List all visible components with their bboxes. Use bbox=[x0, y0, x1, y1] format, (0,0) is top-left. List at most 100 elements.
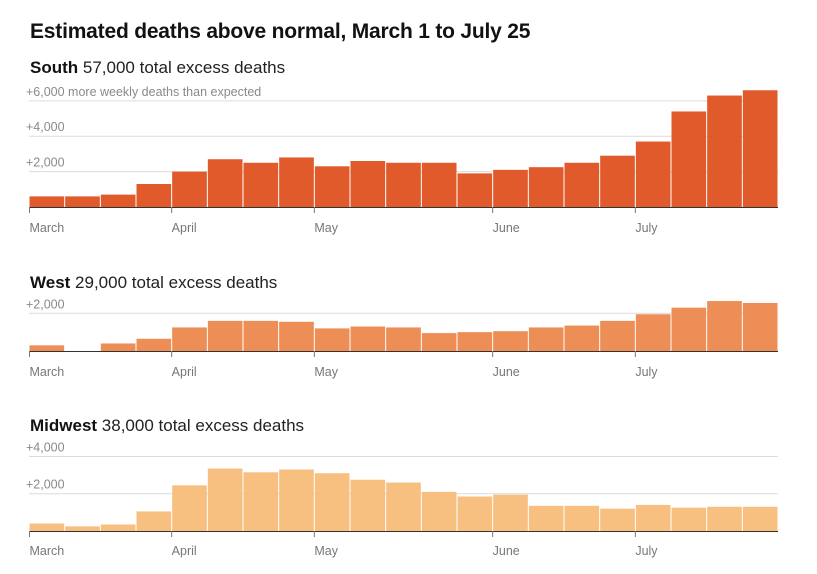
bar bbox=[528, 505, 564, 531]
bar bbox=[136, 338, 172, 351]
bar bbox=[635, 504, 671, 531]
x-tick-label: June bbox=[493, 221, 520, 235]
x-tick-label: July bbox=[635, 221, 658, 235]
bar bbox=[635, 314, 671, 351]
bar bbox=[564, 325, 600, 351]
bar bbox=[207, 320, 243, 351]
panel-name: Midwest bbox=[30, 416, 98, 435]
y-tick-label: +4,000 bbox=[26, 440, 65, 454]
bar bbox=[350, 326, 386, 351]
bar bbox=[707, 301, 742, 351]
bar bbox=[742, 506, 778, 531]
chart-west: +2,000 March April May June July bbox=[26, 297, 778, 379]
y-tick-label: +4,000 bbox=[26, 120, 65, 134]
panel-heading: West 29,000 total excess deaths bbox=[30, 273, 277, 293]
bar bbox=[386, 482, 421, 531]
bar bbox=[564, 505, 600, 531]
bar bbox=[493, 494, 528, 531]
x-tick-label: June bbox=[493, 365, 520, 379]
y-tick-label: +2,000 bbox=[26, 156, 65, 170]
x-tick-label: April bbox=[172, 365, 197, 379]
x-tick-label: March bbox=[30, 365, 65, 379]
bar bbox=[100, 343, 136, 351]
bar bbox=[386, 162, 421, 207]
bar bbox=[457, 332, 493, 351]
bar bbox=[421, 491, 457, 531]
bar bbox=[528, 167, 564, 207]
x-tick-label: July bbox=[635, 365, 658, 379]
bar bbox=[314, 473, 350, 531]
bar bbox=[29, 523, 65, 531]
bar bbox=[671, 507, 707, 531]
bar bbox=[421, 162, 457, 207]
panel-subtitle: 29,000 total excess deaths bbox=[75, 273, 278, 292]
bar bbox=[172, 327, 207, 351]
x-tick-label: March bbox=[30, 544, 65, 558]
bar bbox=[207, 468, 243, 531]
panel-heading: South 57,000 total excess deaths bbox=[30, 58, 285, 78]
chart-south: +2,000 +4,000 +6,000 more weekly deaths th… bbox=[26, 85, 778, 235]
panel-name: South bbox=[30, 58, 79, 77]
bar bbox=[707, 506, 742, 531]
panel-subtitle: 38,000 total excess deaths bbox=[101, 416, 305, 435]
bar bbox=[29, 345, 65, 351]
panel-name: West bbox=[30, 273, 71, 292]
bar bbox=[136, 511, 172, 531]
x-tick-label: May bbox=[314, 544, 338, 558]
bar bbox=[742, 302, 778, 351]
y-tick-label: +6,000 more weekly deaths than expected bbox=[26, 85, 261, 99]
page-title: Estimated deaths above normal, March 1 t… bbox=[30, 20, 531, 43]
bar bbox=[742, 90, 778, 207]
bar bbox=[172, 171, 207, 207]
x-tick-label: May bbox=[314, 221, 338, 235]
bar bbox=[172, 485, 207, 531]
bar bbox=[457, 496, 493, 531]
bar bbox=[457, 173, 493, 207]
bar bbox=[528, 327, 564, 351]
bar bbox=[65, 196, 100, 207]
bar bbox=[421, 333, 457, 351]
bar bbox=[314, 166, 350, 207]
bar bbox=[29, 196, 65, 207]
x-tick-label: April bbox=[172, 221, 197, 235]
bar bbox=[243, 162, 279, 207]
bar bbox=[136, 184, 172, 207]
x-tick-label: May bbox=[314, 365, 338, 379]
bar bbox=[279, 321, 314, 351]
bar bbox=[386, 327, 421, 351]
bar bbox=[243, 472, 279, 531]
bar bbox=[600, 155, 635, 207]
bar bbox=[600, 508, 635, 531]
bar bbox=[671, 111, 707, 207]
bar bbox=[279, 469, 314, 531]
bar bbox=[279, 157, 314, 207]
x-tick-label: June bbox=[493, 544, 520, 558]
bar bbox=[493, 331, 528, 351]
bar bbox=[493, 169, 528, 207]
x-tick-label: April bbox=[172, 544, 197, 558]
y-tick-label: +2,000 bbox=[26, 297, 65, 311]
bar bbox=[635, 141, 671, 207]
bar bbox=[564, 162, 600, 207]
panel-subtitle: 57,000 total excess deaths bbox=[82, 58, 286, 77]
bar bbox=[100, 194, 136, 207]
bar bbox=[707, 95, 742, 207]
bar bbox=[350, 161, 386, 207]
x-tick-label: July bbox=[635, 544, 658, 558]
bar bbox=[350, 479, 386, 531]
bar bbox=[314, 328, 350, 351]
bar bbox=[65, 526, 100, 531]
bar bbox=[100, 524, 136, 531]
chart-midwest: +2,000 +4,000 March April May June July bbox=[26, 440, 778, 558]
bar bbox=[600, 320, 635, 351]
panel-heading: Midwest 38,000 total excess deaths bbox=[30, 416, 304, 436]
bar bbox=[207, 159, 243, 207]
bar bbox=[243, 320, 279, 351]
y-tick-label: +2,000 bbox=[26, 478, 65, 492]
bar bbox=[671, 307, 707, 351]
x-tick-label: March bbox=[30, 221, 65, 235]
